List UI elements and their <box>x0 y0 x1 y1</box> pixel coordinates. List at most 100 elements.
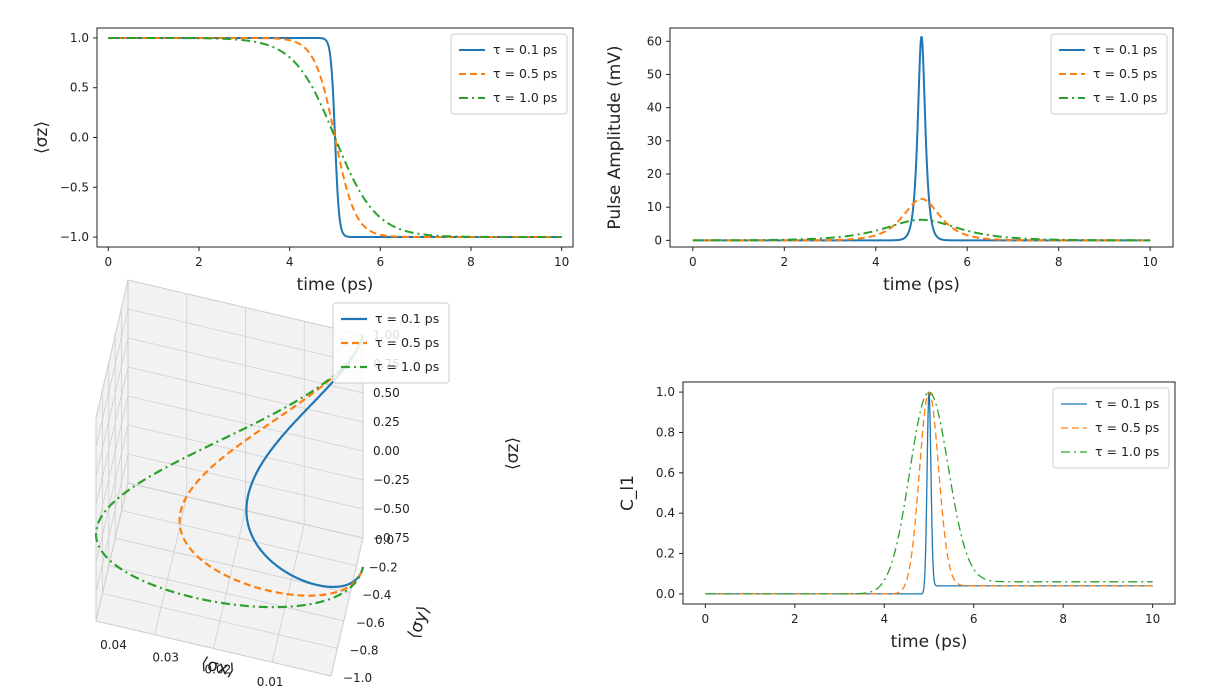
x-tick-label: 0.03 <box>152 650 179 664</box>
x-tick-label: 0.04 <box>100 638 127 652</box>
y-tick-label: 60 <box>647 34 662 48</box>
z-tick-label: 0.25 <box>373 415 400 429</box>
y-tick-label: −0.2 <box>369 561 398 575</box>
y-tick-label: 1.0 <box>656 385 675 399</box>
legend-label: τ = 0.5 ps <box>375 335 439 350</box>
grid-line <box>95 620 332 677</box>
series-line-3 <box>705 391 1153 595</box>
legend-label: τ = 1.0 ps <box>375 359 439 374</box>
y-tick-label: −0.4 <box>362 588 391 602</box>
x-tick-label: 4 <box>286 255 294 269</box>
y-tick-label: −0.5 <box>60 180 89 194</box>
series-line-2 <box>705 391 1153 595</box>
y-tick-label: 20 <box>647 167 662 181</box>
y-tick-label: 0.0 <box>375 533 394 547</box>
x-tick-label: 10 <box>1142 255 1157 269</box>
z-tick-label: −0.75 <box>373 531 410 545</box>
x-tick-label: 2 <box>791 612 799 626</box>
y-tick-label: −1.0 <box>343 671 372 685</box>
sigma-z-panel: 0 2 4 6 8 10 −1.0 −0.5 0.0 0.5 1.0 time (ps) ⟨σz⟩ τ =… <box>32 27 574 295</box>
x-tick-label: 10 <box>1145 612 1160 626</box>
x-tick-label: 0.00 <box>309 687 336 689</box>
trajectory-2 <box>178 334 365 597</box>
pulse-amplitude-panel: 0 2 4 6 8 10 0 10 20 30 40 50 60 time (ps) Pulse Ampli… <box>605 27 1174 295</box>
y-tick-label: 0.5 <box>70 81 89 95</box>
grid-line <box>127 279 364 336</box>
legend-label: τ = 0.5 ps <box>1093 66 1157 81</box>
x-tick-label: 6 <box>963 255 971 269</box>
legend-label: τ = 1.0 ps <box>493 90 557 105</box>
legend-label: τ = 0.1 ps <box>375 311 439 326</box>
y-tick-label: 1.0 <box>70 31 89 45</box>
grid-line <box>95 482 129 622</box>
grid-line <box>95 395 129 535</box>
legend-label: τ = 0.1 ps <box>493 42 557 57</box>
x-axis-label: time (ps) <box>297 275 374 295</box>
y-tick-label: 0.4 <box>656 506 675 520</box>
x-axis-label: ⟨σx⟩ <box>199 653 237 681</box>
x-tick-label: 6 <box>377 255 385 269</box>
grid-line <box>127 453 364 510</box>
grid-line <box>127 366 364 423</box>
grid-line <box>330 537 364 677</box>
y-tick-label: 10 <box>647 200 662 214</box>
y-tick-label: 0.8 <box>656 425 675 439</box>
z-tick-label: 0.00 <box>373 444 400 458</box>
x-tick-label: 8 <box>1059 612 1067 626</box>
legend-label: τ = 0.5 ps <box>493 66 557 81</box>
y-tick-label: −1.0 <box>60 230 89 244</box>
grid-line <box>95 366 129 506</box>
axes-frame <box>682 381 1176 605</box>
grid-line <box>95 279 129 419</box>
coherence-panel: 0 2 4 6 8 10 0.0 0.2 0.4 0.6 0.8 1.0 time (ps) C_l1 τ … <box>618 381 1176 652</box>
x-tick-label: 8 <box>467 255 475 269</box>
x-tick-label: 0.01 <box>257 675 284 689</box>
y-axis-label: C_l1 <box>618 475 638 511</box>
legend-label: τ = 1.0 ps <box>1093 90 1157 105</box>
x-tick-label: 0 <box>689 255 697 269</box>
grid-line <box>108 565 344 622</box>
y-tick-label: 30 <box>647 134 662 148</box>
x-tick-label: 4 <box>880 612 888 626</box>
y-tick-label: 40 <box>647 101 662 115</box>
grid-line <box>95 453 129 593</box>
x-tick-label: 4 <box>872 255 880 269</box>
y-axis-label: ⟨σz⟩ <box>32 121 52 154</box>
x-axis-label: time (ps) <box>891 632 968 652</box>
z-tick-label: −0.25 <box>373 473 410 487</box>
y-axis-label: Pulse Amplitude (mV) <box>605 45 625 229</box>
trajectory-1 <box>245 334 365 589</box>
series-line-3 <box>108 36 562 239</box>
bloch-trajectory-3d-panel: 0.00 0.01 0.02 0.03 0.04 0.0 −0.2 −0.4 −0.6 −0.8 −… <box>94 279 523 689</box>
y-tick-label: 0.0 <box>70 131 89 145</box>
y-tick-label: 0.0 <box>656 587 675 601</box>
y-tick-label: 0.2 <box>656 547 675 561</box>
legend-label: τ = 1.0 ps <box>1095 444 1159 459</box>
grid-line <box>127 424 364 481</box>
x-tick-label: 0.02 <box>205 663 232 677</box>
axes-frame <box>669 27 1174 248</box>
x-tick-label: 2 <box>195 255 203 269</box>
legend <box>450 33 568 115</box>
series-line-3 <box>692 218 1151 242</box>
x-tick-label: 10 <box>554 255 569 269</box>
x-tick-label: 0 <box>105 255 113 269</box>
x-tick-label: 8 <box>1055 255 1063 269</box>
z-axis-label: ⟨σz⟩ <box>503 437 523 470</box>
z-tick-label: −0.50 <box>373 502 410 516</box>
grid-line <box>95 424 129 564</box>
legend <box>1052 387 1170 469</box>
grid-line <box>154 496 188 635</box>
legend <box>332 302 450 384</box>
x-tick-label: 6 <box>970 612 978 626</box>
x-axis-label: time (ps) <box>883 275 960 295</box>
legend-label: τ = 0.1 ps <box>1095 396 1159 411</box>
x-tick-label: 0 <box>702 612 710 626</box>
grid-line <box>127 308 364 365</box>
y-tick-label: 0.6 <box>656 466 675 480</box>
legend-label: τ = 0.1 ps <box>1093 42 1157 57</box>
grid-line <box>127 395 364 452</box>
y-axis-label: ⟨σy⟩ <box>404 603 434 642</box>
y-tick-label: 0 <box>654 233 662 247</box>
